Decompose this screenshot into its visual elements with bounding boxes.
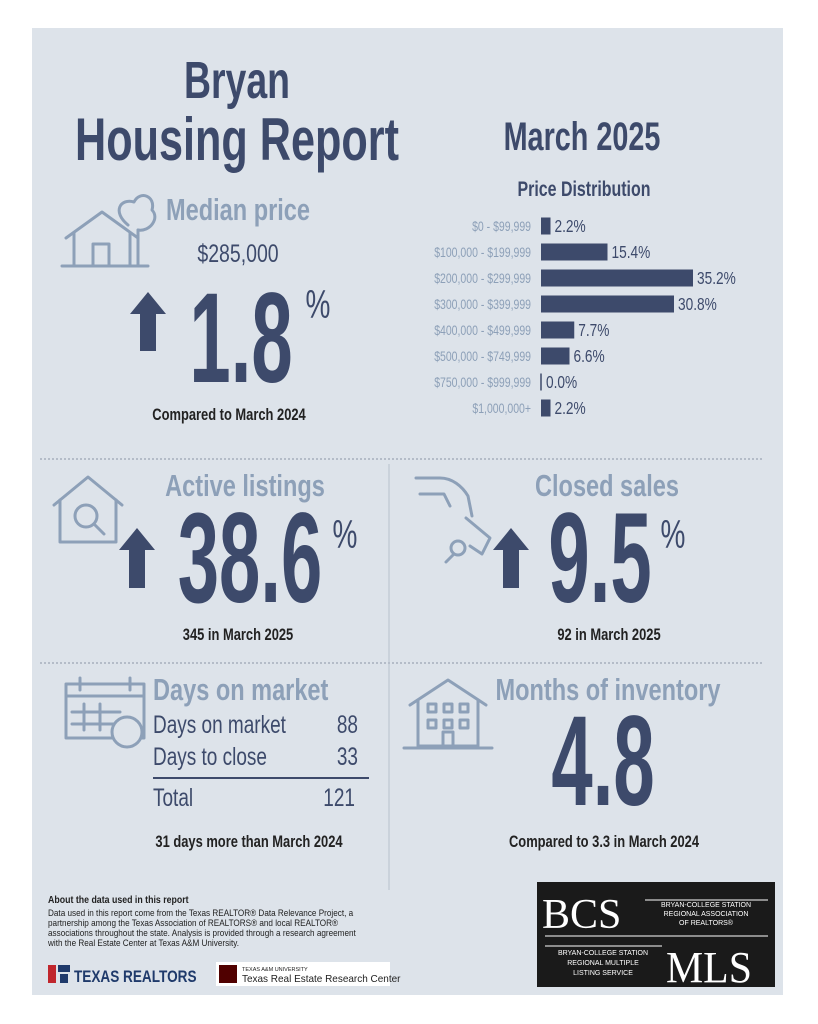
logo-small: BRYAN-COLLEGE STATION: [661, 902, 751, 909]
big-number: 9.5: [548, 487, 651, 630]
value-label: 7.7%: [578, 321, 609, 340]
logo-small: REGIONAL ASSOCIATION: [664, 911, 749, 918]
value-label: 0.0%: [546, 373, 577, 392]
section-title: Months of inventory: [496, 672, 722, 707]
building-icon: [402, 678, 494, 750]
unit: %: [661, 513, 686, 557]
section-title: Active listings: [165, 468, 325, 503]
note: Compared to March 2024: [152, 405, 306, 424]
house-tree-icon: [60, 194, 157, 268]
logo-small: OF REALTORS®: [679, 919, 734, 927]
category-label: $100,000 - $199,999: [434, 245, 531, 261]
category-label: $0 - $99,999: [472, 219, 531, 235]
logo-bcs: BCS: [542, 892, 621, 938]
row-value: 33: [337, 742, 358, 770]
bar: [541, 321, 575, 339]
panel: [32, 28, 783, 995]
big-number: 4.8: [551, 690, 654, 833]
note: 345 in March 2025: [183, 625, 293, 644]
footer-text: Data used in this report come from the T…: [48, 907, 353, 918]
bar: [541, 295, 674, 313]
category-label: $300,000 - $399,999: [434, 297, 531, 313]
row-label: Days to close: [153, 742, 267, 770]
bar: [541, 269, 693, 287]
report-title: Housing Report: [75, 107, 399, 174]
key-hand-icon: [414, 476, 492, 564]
up-arrow: [119, 528, 155, 588]
note: 31 days more than March 2024: [155, 832, 343, 851]
value-label: 6.6%: [574, 347, 605, 366]
logo-small: REGIONAL MULTIPLE: [567, 960, 639, 967]
footer-text: associations throughout the state. Analy…: [48, 927, 356, 938]
period: March 2025: [504, 114, 661, 159]
value-label: 30.8%: [678, 295, 717, 314]
value-label: 2.2%: [555, 217, 586, 236]
section-title: Days on market: [153, 672, 328, 707]
logo-text: TEXAS A&M UNIVERSITY: [242, 967, 308, 973]
calendar-money-icon: [64, 676, 146, 749]
logo-text: TEXAS REALTORS: [74, 968, 197, 987]
bar: [541, 347, 570, 365]
total-value: 121: [323, 783, 355, 811]
tamu-mark: [219, 965, 237, 983]
bar: [541, 217, 551, 235]
row-value: 88: [337, 710, 358, 738]
texas-realtors-mark: [48, 965, 70, 983]
logo-text: Texas Real Estate Research Center: [242, 974, 401, 985]
total-label: Total: [153, 783, 193, 811]
chart-title: Price Distribution: [518, 177, 651, 201]
unit: %: [333, 513, 358, 557]
category-label: $1,000,000+: [472, 401, 531, 417]
city: Bryan: [184, 51, 290, 110]
footer-text: with the Real Estate Center at Texas A&M…: [47, 937, 239, 948]
category-label: $200,000 - $299,999: [434, 271, 531, 287]
section-title: Median price: [166, 192, 310, 227]
up-arrow: [130, 292, 166, 351]
price: $285,000: [197, 240, 278, 268]
note: 92 in March 2025: [557, 625, 660, 644]
search-house-icon: [52, 475, 124, 544]
value-label: 35.2%: [697, 269, 736, 288]
category-label: $500,000 - $749,999: [434, 349, 531, 365]
tamu-logo-box: [216, 962, 390, 986]
big-number: 38.6: [178, 487, 322, 630]
footer-heading: About the data used in this report: [48, 893, 189, 905]
logo-small: LISTING SERVICE: [573, 970, 633, 977]
value-label: 2.2%: [555, 399, 586, 418]
note: Compared to 3.3 in March 2024: [509, 832, 700, 851]
row-label: Days on market: [153, 710, 286, 738]
bar: [541, 399, 551, 417]
big-number: 1.8: [189, 267, 292, 410]
footer-text: partnership among the Texas Association …: [48, 917, 338, 928]
section-title: Closed sales: [535, 468, 679, 503]
up-arrow: [493, 528, 529, 588]
unit: %: [306, 283, 331, 327]
value-label: 15.4%: [612, 243, 651, 262]
category-label: $400,000 - $499,999: [434, 323, 531, 339]
logo-small: BRYAN-COLLEGE STATION: [558, 950, 648, 957]
bar: [541, 243, 608, 261]
category-label: $750,000 - $999,999: [434, 375, 531, 391]
logo-mls: MLS: [666, 944, 752, 992]
